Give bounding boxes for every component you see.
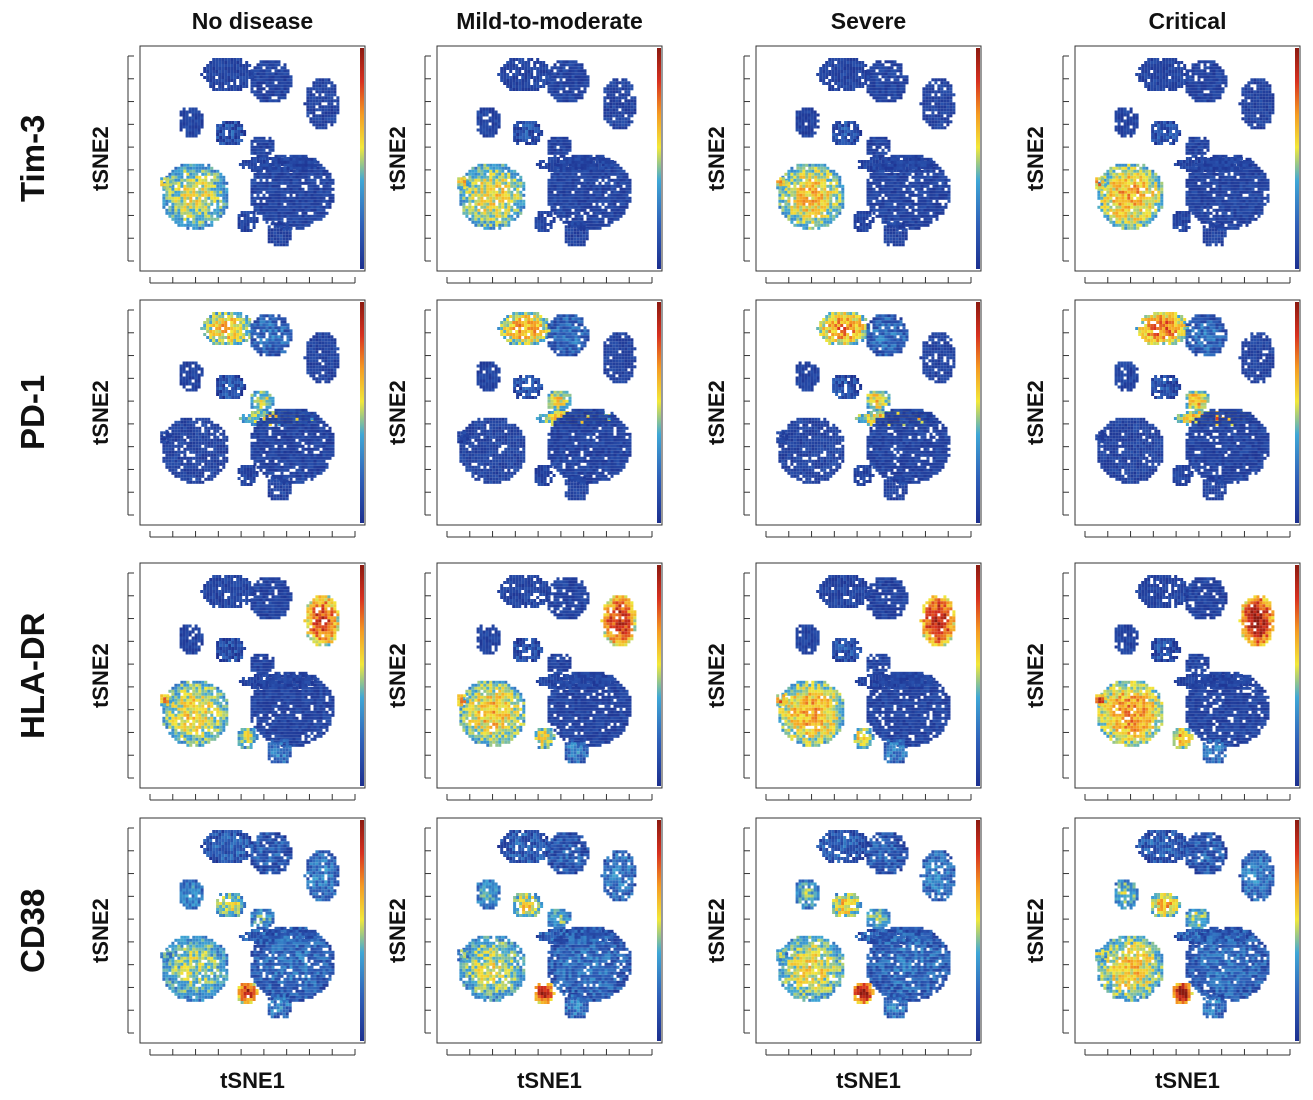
colorbar <box>1295 302 1299 523</box>
tsne-panel <box>740 559 979 814</box>
y-axis-label: tSNE2 <box>704 643 730 708</box>
y-axis-label: tSNE2 <box>385 126 411 191</box>
column-title: Mild-to-moderate <box>417 8 682 35</box>
tsne-panel <box>1059 559 1298 814</box>
tsne-panel <box>1059 42 1298 297</box>
column-title: Critical <box>1055 8 1313 35</box>
y-axis-label: tSNE2 <box>88 126 114 191</box>
colorbar <box>360 302 364 523</box>
y-axis-label: tSNE2 <box>704 380 730 445</box>
tsne-panel <box>740 42 979 297</box>
y-axis-label: tSNE2 <box>88 898 114 963</box>
column-title: Severe <box>736 8 1001 35</box>
tsne-panel <box>1059 296 1298 551</box>
y-axis-label: tSNE2 <box>88 380 114 445</box>
row-label: PD-1 <box>14 375 52 450</box>
colorbar <box>976 820 980 1041</box>
tsne-panel <box>1059 814 1298 1069</box>
colorbar <box>976 302 980 523</box>
colorbar <box>360 48 364 269</box>
y-axis-label: tSNE2 <box>385 643 411 708</box>
tsne-panel <box>124 42 363 297</box>
colorbar <box>360 820 364 1041</box>
colorbar <box>657 565 661 786</box>
tsne-panel <box>421 42 660 297</box>
y-axis-label: tSNE2 <box>1023 126 1049 191</box>
y-axis-label: tSNE2 <box>704 898 730 963</box>
y-axis-label: tSNE2 <box>385 380 411 445</box>
row-label: CD38 <box>14 888 52 972</box>
tsne-panel <box>740 296 979 551</box>
colorbar <box>657 302 661 523</box>
x-axis-label: tSNE1 <box>1075 1068 1300 1094</box>
tsne-panel <box>740 814 979 1069</box>
tsne-panel <box>124 559 363 814</box>
y-axis-label: tSNE2 <box>704 126 730 191</box>
colorbar <box>657 48 661 269</box>
y-axis-label: tSNE2 <box>1023 643 1049 708</box>
column-title: No disease <box>120 8 385 35</box>
colorbar <box>1295 820 1299 1041</box>
colorbar <box>1295 48 1299 269</box>
tsne-panel <box>421 296 660 551</box>
y-axis-label: tSNE2 <box>1023 380 1049 445</box>
tsne-panel <box>421 814 660 1069</box>
tsne-panel <box>124 814 363 1069</box>
tsne-panel <box>124 296 363 551</box>
colorbar <box>976 48 980 269</box>
colorbar <box>657 820 661 1041</box>
row-label: Tim-3 <box>14 115 52 202</box>
colorbar <box>360 565 364 786</box>
y-axis-label: tSNE2 <box>1023 898 1049 963</box>
y-axis-label: tSNE2 <box>88 643 114 708</box>
tsne-panel <box>421 559 660 814</box>
plot-frame <box>140 563 365 788</box>
x-axis-label: tSNE1 <box>140 1068 365 1094</box>
colorbar <box>976 565 980 786</box>
row-label: HLA-DR <box>14 612 52 738</box>
x-axis-label: tSNE1 <box>756 1068 981 1094</box>
y-axis-label: tSNE2 <box>385 898 411 963</box>
x-axis-label: tSNE1 <box>437 1068 662 1094</box>
colorbar <box>1295 565 1299 786</box>
